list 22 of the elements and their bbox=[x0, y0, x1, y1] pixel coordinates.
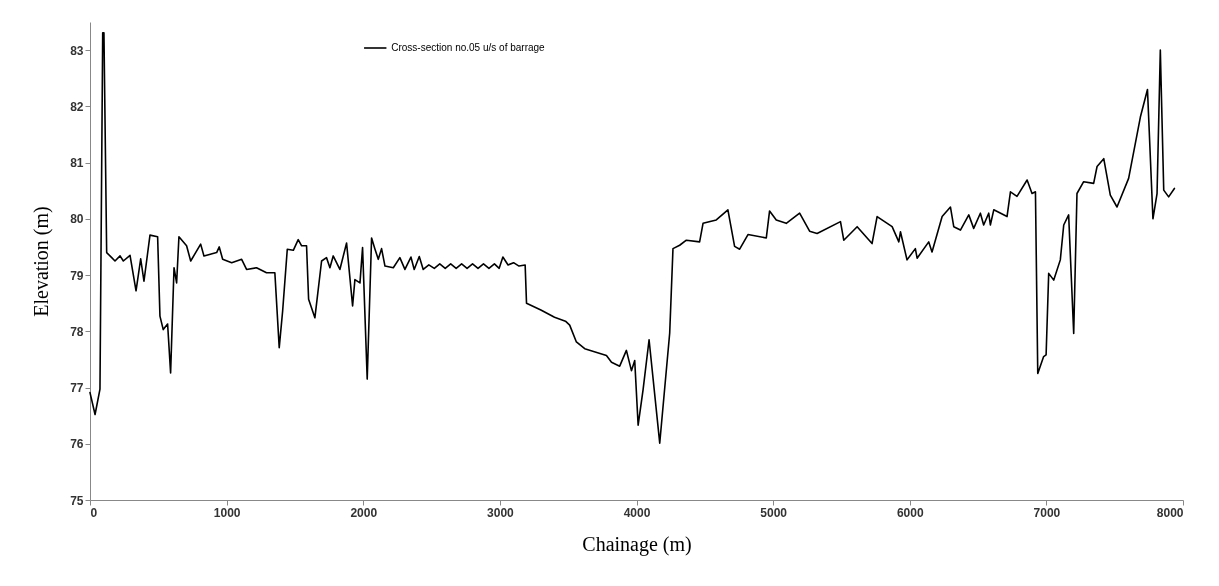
legend-label: Cross-section no.05 u/s of barrage bbox=[391, 42, 546, 53]
y-tick-label: 77 bbox=[70, 381, 84, 396]
x-tick-label: 7000 bbox=[1033, 505, 1061, 520]
x-tick-label: 5000 bbox=[760, 505, 788, 520]
x-axis-title: Chainage (m) bbox=[582, 532, 692, 556]
x-tick-label: 6000 bbox=[896, 505, 924, 520]
y-axis-title: Elevation (m) bbox=[30, 206, 54, 317]
line-series bbox=[89, 31, 1176, 444]
x-tick-label: 8000 bbox=[1156, 505, 1184, 520]
y-tick-label: 82 bbox=[70, 99, 84, 114]
y-tick-label: 80 bbox=[70, 212, 84, 227]
x-tick-label: 2000 bbox=[350, 505, 378, 520]
y-tick-label: 79 bbox=[70, 268, 84, 283]
y-tick-label: 78 bbox=[70, 324, 84, 339]
x-tick-label: 3000 bbox=[487, 505, 515, 520]
y-tick-label: 81 bbox=[70, 156, 84, 171]
y-tick-label: 75 bbox=[70, 493, 84, 508]
y-tick-label: 83 bbox=[70, 43, 84, 58]
x-tick-label: 4000 bbox=[623, 505, 651, 520]
x-tick-label: 1000 bbox=[213, 505, 241, 520]
y-tick-label: 76 bbox=[70, 437, 84, 452]
x-tick-label: 0 bbox=[90, 505, 98, 520]
